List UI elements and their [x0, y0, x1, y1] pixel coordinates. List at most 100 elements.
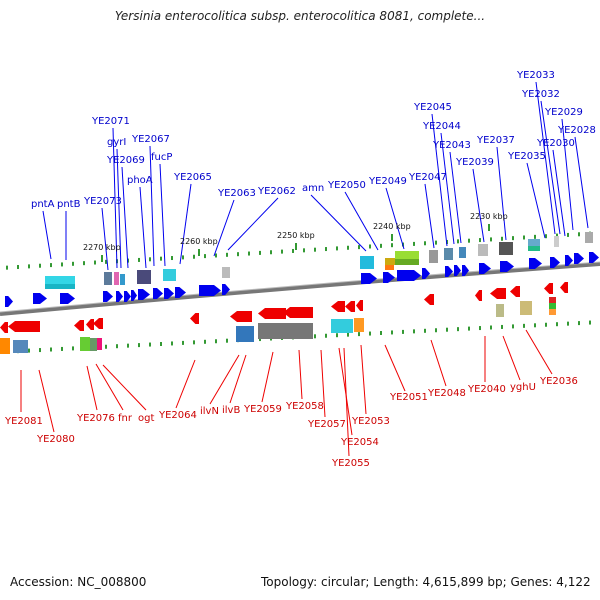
- tick-lower: [193, 340, 195, 345]
- annotation-block: [496, 304, 504, 317]
- label-leader-top: [116, 148, 122, 269]
- label-leader-lines: [20, 81, 589, 457]
- forward-gene: [565, 255, 573, 266]
- forward-gene: [131, 290, 137, 301]
- gene-label-bottom: YE2081: [4, 416, 43, 427]
- gene-label-top: YE2033: [516, 70, 555, 81]
- tick-upper: [281, 249, 283, 254]
- tick-lower: [468, 326, 470, 331]
- annotation-block: [499, 242, 513, 255]
- reverse-gene: [74, 320, 84, 331]
- tick-lower: [435, 328, 437, 333]
- tick-lower: [171, 341, 173, 346]
- annotation-block: [163, 269, 176, 281]
- reverse-gene: [560, 282, 568, 293]
- tick-upper: [325, 247, 327, 252]
- label-leader-bottom: [209, 354, 240, 405]
- forward-gene: [199, 285, 221, 296]
- tick-lower: [578, 321, 580, 326]
- gene-label-bottom: ilvB: [222, 405, 240, 416]
- gene-label-top: YE2035: [507, 151, 546, 162]
- forward-gene: [574, 253, 584, 264]
- label-leader-top: [101, 207, 109, 271]
- reverse-gene: [8, 321, 40, 332]
- gene-label-bottom: ilvN: [200, 406, 219, 417]
- tick-lower: [512, 324, 514, 329]
- annotation-block: [236, 326, 254, 342]
- forward-gene: [529, 258, 542, 269]
- backbone-arc: [0, 262, 600, 316]
- forward-gene: [445, 266, 453, 277]
- scale-tick: [198, 249, 200, 256]
- forward-gene: [589, 252, 599, 263]
- annotation-block: [354, 318, 364, 332]
- label-leader-top: [149, 145, 155, 267]
- scale-tick: [488, 224, 490, 231]
- annotation-block: [444, 248, 453, 260]
- tick-lower: [28, 348, 30, 353]
- scale-tick: [391, 234, 393, 241]
- gene-label-top: YE2029: [544, 107, 583, 118]
- map-title: Yersinia enterocolitica subsp. enterocol…: [114, 9, 486, 23]
- tick-upper: [72, 261, 74, 266]
- gene-label-bottom: fnr: [118, 413, 133, 424]
- gene-label-bottom: YE2080: [36, 434, 75, 445]
- label-leader-bottom: [502, 335, 521, 381]
- forward-gene: [383, 272, 395, 283]
- tick-lower: [39, 348, 41, 353]
- tick-lower: [72, 346, 74, 351]
- label-leader-bottom: [338, 347, 353, 436]
- annotation-block: [137, 270, 151, 284]
- tick-lower: [391, 330, 393, 335]
- gene-label-top: gyrI: [107, 137, 126, 148]
- label-leader-top: [472, 168, 485, 243]
- label-leader-top: [310, 194, 367, 252]
- reverse-gene: [93, 318, 103, 329]
- reverse-gene: [490, 288, 506, 299]
- summary-text: Topology: circular; Length: 4,615,899 bp…: [261, 575, 591, 589]
- annotation-block: [554, 236, 559, 247]
- reverse-gene: [230, 311, 252, 322]
- forward-gene: [422, 268, 430, 279]
- tick-upper: [39, 263, 41, 268]
- tick-upper: [248, 251, 250, 256]
- tick-upper: [237, 252, 239, 257]
- gene-label-bottom: YE2048: [427, 388, 466, 399]
- gene-label-top: YE2032: [521, 89, 560, 100]
- forward-gene: [454, 265, 461, 276]
- annotation-block: [478, 244, 488, 256]
- label-leader-bottom: [384, 344, 406, 392]
- annotation-block: [429, 250, 438, 263]
- annotation-block: [45, 276, 61, 285]
- tick-upper: [523, 235, 525, 240]
- tick-lower: [314, 334, 316, 339]
- label-leader-top: [227, 197, 279, 251]
- label-leader-top: [139, 186, 147, 269]
- forward-gene: [462, 265, 469, 276]
- annotation-block: [61, 276, 75, 285]
- label-leader-bottom: [320, 349, 326, 418]
- forward-gene: [153, 288, 163, 299]
- scale-tick-label: 2270 kbp: [83, 243, 121, 252]
- tick-lower: [567, 321, 569, 326]
- label-leader-top: [561, 118, 574, 231]
- gene-label-top: YE2073: [83, 196, 122, 207]
- label-leader-top: [496, 146, 507, 241]
- annotation-block: [97, 338, 102, 350]
- tick-lower: [545, 322, 547, 327]
- gene-label-top: YE2037: [476, 135, 515, 146]
- gene-label-top: YE2047: [408, 172, 447, 183]
- tick-upper: [28, 264, 30, 269]
- tick-upper: [479, 238, 481, 243]
- genome-backbone: [0, 261, 600, 316]
- label-leader-top: [431, 113, 448, 247]
- gene-label-top: pntB: [57, 199, 81, 210]
- label-leader-top: [179, 183, 192, 265]
- forward-gene: [103, 291, 113, 302]
- reverse-gene: [345, 301, 355, 312]
- label-leader-top: [385, 187, 405, 250]
- label-leader-bottom: [95, 363, 124, 411]
- tick-lower: [226, 338, 228, 343]
- reverse-gene: [0, 322, 8, 333]
- tick-lower: [402, 329, 404, 334]
